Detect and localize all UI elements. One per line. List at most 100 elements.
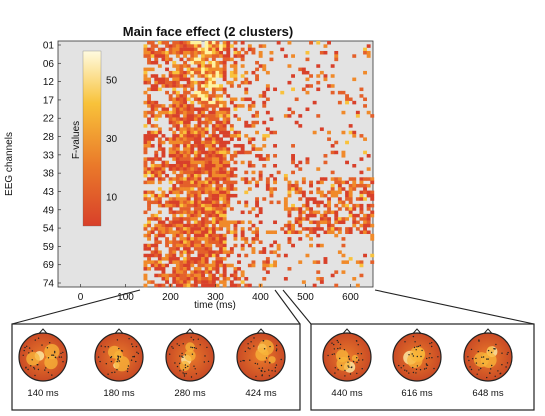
heatmap-cell <box>201 97 205 102</box>
heatmap-cell <box>190 177 195 181</box>
topography-nose <box>185 328 195 334</box>
heatmap-cell <box>215 197 220 201</box>
heatmap-cell <box>359 223 364 228</box>
heatmap-cell <box>172 233 177 238</box>
electrode-dot <box>275 344 278 347</box>
heatmap-cell <box>211 193 216 198</box>
heatmap-cell <box>301 227 306 231</box>
heatmap-cell <box>215 183 220 188</box>
heatmap-cell <box>150 110 155 115</box>
heatmap-cell <box>161 270 166 274</box>
heatmap-cell <box>183 263 187 268</box>
heatmap-cell <box>208 233 213 238</box>
heatmap-cell <box>298 217 303 221</box>
heatmap-cell <box>330 193 335 198</box>
heatmap-cell <box>211 283 216 288</box>
heatmap-cell <box>226 117 231 121</box>
heatmap-cell <box>309 84 313 88</box>
heatmap-cell <box>201 147 205 151</box>
heatmap-cell <box>215 147 220 151</box>
heatmap-cell <box>147 130 151 135</box>
electrode-dot <box>116 360 118 363</box>
heatmap-cell <box>204 97 209 102</box>
heatmap-cell <box>258 64 263 68</box>
heatmap-cell <box>201 230 205 235</box>
heatmap-cell <box>175 240 180 244</box>
heatmap-cell <box>226 230 231 235</box>
heatmap-cell <box>201 263 205 268</box>
electrode-dot <box>45 367 47 369</box>
heatmap-cell <box>201 90 205 95</box>
heatmap-cell <box>143 90 148 95</box>
heatmap-cell <box>204 207 209 211</box>
heatmap-cell <box>201 87 205 92</box>
heatmap-cell <box>157 77 162 82</box>
heatmap-cell <box>186 220 191 225</box>
heatmap-cell <box>345 94 349 98</box>
heatmap-cell <box>323 44 328 48</box>
heatmap-cell <box>147 120 151 125</box>
heatmap-cell <box>265 257 270 261</box>
heatmap-cell <box>305 90 310 95</box>
heatmap-cell <box>273 263 277 268</box>
heatmap-cell <box>334 213 339 218</box>
heatmap-cell <box>179 227 184 231</box>
heatmap-cell <box>233 193 238 198</box>
heatmap-cell <box>179 117 184 121</box>
heatmap-cell <box>175 137 180 141</box>
heatmap-cell <box>147 97 151 102</box>
heatmap-cell <box>208 157 213 161</box>
heatmap-cell <box>168 260 173 264</box>
heatmap-cell <box>204 64 209 68</box>
heatmap-cell <box>208 84 213 88</box>
heatmap-cell <box>226 177 231 181</box>
heatmap-cell <box>348 193 353 198</box>
electrode-dot <box>269 345 271 348</box>
heatmap-cell <box>168 127 173 131</box>
topography-nose <box>38 328 48 334</box>
electrode-dot <box>347 356 350 358</box>
heatmap-cell <box>186 117 191 121</box>
heatmap-cell <box>247 107 252 112</box>
heatmap-cell <box>359 210 364 215</box>
heatmap-cell <box>172 84 177 88</box>
heatmap-cell <box>183 41 187 45</box>
heatmap-cell <box>219 220 223 225</box>
heatmap-cell <box>215 70 220 75</box>
heatmap-cell <box>229 220 234 225</box>
heatmap-cell <box>233 223 238 228</box>
heatmap-cell <box>240 144 245 148</box>
heatmap-cell <box>211 190 216 195</box>
heatmap-cell <box>161 267 166 271</box>
heatmap-cell <box>208 114 213 118</box>
heatmap-cell <box>190 41 195 45</box>
heatmap-cell <box>244 87 249 92</box>
heatmap-cell <box>211 220 216 225</box>
heatmap-cell <box>157 177 162 181</box>
electrode-dot <box>107 346 110 348</box>
heatmap-cell <box>229 250 234 254</box>
heatmap-cell <box>291 223 295 228</box>
heatmap-cell <box>204 100 209 105</box>
heatmap-cell <box>201 160 205 165</box>
electrode-dot <box>486 376 488 379</box>
heatmap-cell <box>215 164 220 168</box>
heatmap-cell <box>168 167 173 171</box>
heatmap-cell <box>190 273 195 278</box>
heatmap-cell <box>208 277 213 281</box>
heatmap-cell <box>229 84 234 88</box>
heatmap-cell <box>183 257 187 261</box>
heatmap-cell <box>352 183 357 188</box>
heatmap-cell <box>363 253 367 258</box>
heatmap-cell <box>157 80 162 85</box>
heatmap-cell <box>283 223 288 228</box>
heatmap-cell <box>147 243 151 248</box>
heatmap-cell <box>337 190 342 195</box>
heatmap-cell <box>197 134 202 138</box>
heatmap-cell <box>219 243 223 248</box>
heatmap-cell <box>240 41 245 45</box>
heatmap-cell <box>165 44 169 48</box>
heatmap-cell <box>337 230 342 235</box>
x-tick-label: 100 <box>117 292 134 303</box>
heatmap-cell <box>186 150 191 155</box>
